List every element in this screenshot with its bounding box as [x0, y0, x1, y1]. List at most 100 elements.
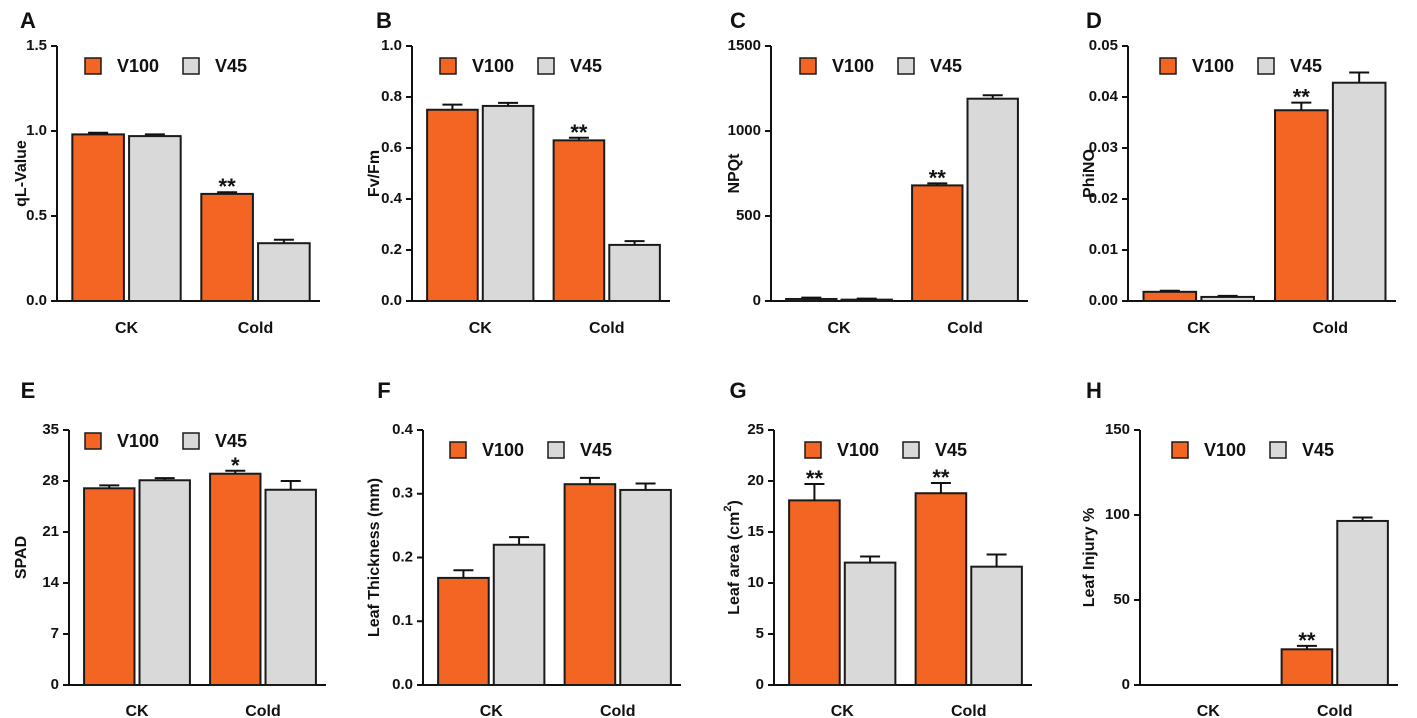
chart-panel-b: B 0.0 0.2 0.4 0.6 0.8 1.0 Fv/Fm CK Cold ** V100 V45: [366, 8, 670, 337]
legend-swatch-v100: [84, 432, 102, 450]
bar-v45-cold: [1331, 81, 1387, 302]
chart-panel-a: A 0.0 0.5 1.0 1.5 qL-Value CK Cold ** V100 V45: [13, 8, 320, 337]
legend-label-v45: V45: [215, 431, 247, 451]
legend-label-v100: V100: [472, 56, 514, 76]
legend-swatch-v100: [449, 441, 467, 459]
chart-panel-e: E 0 7 14 21 28 35 SPAD CK Cold * V100 V45: [13, 378, 326, 718]
x-category-label: Cold: [238, 320, 274, 337]
y-tick-label: 0.4: [392, 421, 414, 438]
bar-v100-ck: [785, 297, 838, 302]
y-tick-label: 20: [747, 472, 764, 489]
bar-v100-cold: [911, 184, 964, 302]
bar-v100-ck: [1142, 290, 1198, 303]
y-axis-label: Leaf Injury %: [1081, 508, 1098, 608]
y-axis-label: Fv/Fm: [366, 150, 383, 197]
legend-label-v100: V100: [832, 56, 874, 76]
significance-mark: **: [570, 120, 588, 145]
y-tick-label: 0: [756, 676, 764, 693]
legend-label-v100: V100: [482, 440, 524, 460]
legend-swatch-v45: [1269, 441, 1287, 459]
bar-v45-cold: [970, 565, 1023, 686]
panel-letter: E: [21, 378, 36, 403]
panel-letter: G: [729, 378, 746, 403]
y-tick-label: 1.0: [26, 122, 47, 139]
y-tick-label: 150: [1105, 421, 1130, 438]
y-tick-label: 50: [1113, 591, 1130, 608]
legend-label-v100: V100: [1192, 56, 1234, 76]
significance-mark: *: [231, 453, 240, 478]
legend-swatch-v100: [1159, 57, 1177, 75]
legend-label-v45: V45: [580, 440, 612, 460]
legend-swatch-v45: [902, 441, 920, 459]
legend-swatch-v45: [1257, 57, 1275, 75]
y-axis-label: Leaf area (cm2): [722, 500, 743, 615]
x-category-label: CK: [469, 320, 493, 337]
x-category-label: CK: [115, 320, 139, 337]
y-tick-label: 0.6: [381, 139, 402, 156]
legend-swatch-v100: [439, 57, 457, 75]
panel-letter: D: [1086, 8, 1102, 33]
x-category-label: CK: [1197, 703, 1221, 718]
bar-v100-cold: [1274, 109, 1329, 303]
y-tick-label: 0.03: [1089, 139, 1118, 156]
y-axis-label: NPQt: [726, 153, 743, 194]
y-tick-label: 7: [51, 625, 59, 642]
y-tick-label: 15: [747, 523, 764, 540]
bar-v100-ck: [788, 499, 841, 686]
x-category-label: Cold: [589, 320, 625, 337]
y-tick-label: 1.5: [26, 37, 47, 54]
bar-v100-cold: [200, 192, 254, 302]
y-tick-label: 0.0: [26, 292, 47, 309]
y-tick-label: 5: [756, 625, 764, 642]
legend-swatch-v45: [182, 432, 200, 450]
y-tick-label: 0: [753, 292, 761, 309]
legend-swatch-v45: [537, 57, 555, 75]
y-tick-label: 0: [51, 676, 59, 693]
x-category-label: CK: [1187, 320, 1211, 337]
chart-panel-g: G 0 5 10 15 20 25 Leaf area (cm2) CK ** Cold ** V100…: [722, 378, 1032, 718]
y-tick-label: 0.4: [381, 190, 403, 207]
y-tick-label: 0.1: [392, 612, 413, 629]
y-tick-label: 1500: [728, 37, 761, 54]
x-category-label: CK: [827, 320, 851, 337]
bar-v45-cold: [619, 488, 672, 686]
y-axis-label: PhiNO: [1081, 149, 1098, 198]
bar-v45-cold: [966, 97, 1019, 302]
bar-v100-cold: [209, 472, 262, 687]
y-axis-label-end: ): [726, 500, 743, 505]
legend-swatch-v100: [799, 57, 817, 75]
panel-letter: F: [377, 378, 390, 403]
legend-label-v45: V45: [215, 56, 247, 76]
bar-v100-cold: [914, 492, 968, 686]
significance-mark: **: [932, 465, 950, 490]
y-tick-label: 28: [42, 472, 59, 489]
panel-letter: B: [376, 8, 392, 33]
legend-label-v45: V45: [935, 440, 967, 460]
y-tick-label: 0.04: [1089, 88, 1119, 105]
significance-mark: **: [219, 174, 237, 199]
significance-mark: **: [1293, 85, 1311, 110]
bar-v45-cold: [264, 488, 317, 686]
y-tick-label: 0.8: [381, 88, 402, 105]
bar-v100-ck: [426, 108, 479, 302]
x-category-label: Cold: [1312, 320, 1348, 337]
bar-v45-ck: [128, 135, 182, 302]
x-category-label: Cold: [951, 703, 987, 718]
y-tick-label: 0.05: [1089, 37, 1118, 54]
bar-v45-ck: [1200, 295, 1255, 303]
bar-v45-ck: [840, 298, 893, 303]
y-tick-label: 0.02: [1089, 190, 1118, 207]
y-tick-label: 0.5: [26, 207, 47, 224]
bar-v100-cold: [563, 483, 617, 686]
bar-v45-ck: [138, 479, 191, 686]
x-category-label: Cold: [947, 320, 983, 337]
legend-swatch-v100: [804, 441, 822, 459]
legend-label-v100: V100: [117, 56, 159, 76]
bar-v100-cold: [1280, 648, 1334, 686]
y-tick-label: 35: [42, 421, 59, 438]
y-tick-label: 500: [736, 207, 761, 224]
y-tick-label: 100: [1105, 506, 1130, 523]
legend-label-v100: V100: [117, 431, 159, 451]
legend-label-v45: V45: [930, 56, 962, 76]
y-tick-label: 14: [42, 574, 59, 591]
